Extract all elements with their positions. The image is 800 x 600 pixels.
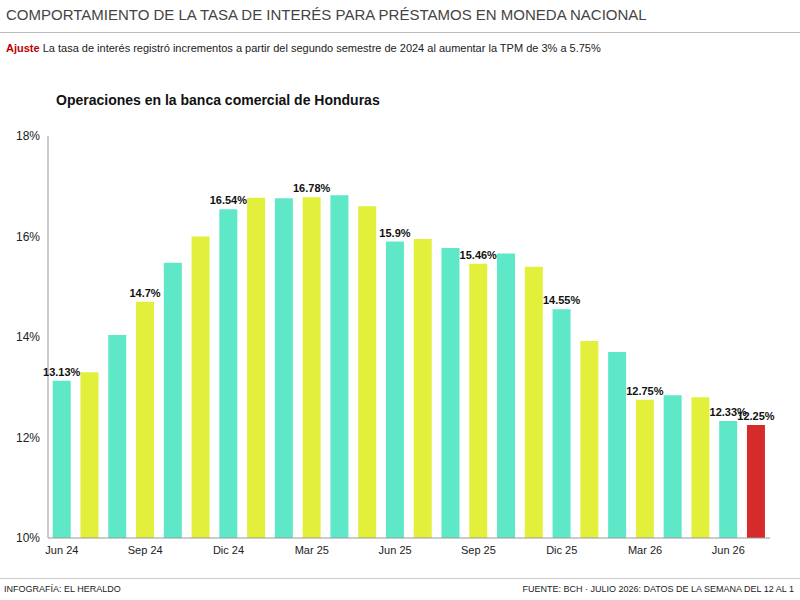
svg-text:12.75%: 12.75% bbox=[626, 385, 664, 397]
svg-text:Jun 25: Jun 25 bbox=[379, 544, 412, 556]
svg-text:15.9%: 15.9% bbox=[379, 227, 410, 239]
svg-text:15.46%: 15.46% bbox=[460, 249, 498, 261]
svg-text:18%: 18% bbox=[16, 129, 40, 143]
svg-text:10%: 10% bbox=[16, 531, 40, 545]
svg-text:14.55%: 14.55% bbox=[543, 294, 581, 306]
svg-text:13.13%: 13.13% bbox=[43, 366, 81, 378]
svg-text:Dic 25: Dic 25 bbox=[546, 544, 577, 556]
svg-text:14.7%: 14.7% bbox=[129, 287, 160, 299]
html-text:INFOGRAFÍA: EL HERALDO: INFOGRAFÍA: EL HERALDO bbox=[4, 584, 121, 594]
html-text:Operaciones en la banca comerc: Operaciones en la banca comercial de Hon… bbox=[56, 92, 380, 108]
svg-text:16%: 16% bbox=[16, 230, 40, 244]
svg-text:Mar 26: Mar 26 bbox=[628, 544, 662, 556]
svg-text:16.54%: 16.54% bbox=[210, 194, 248, 206]
svg-text:14%: 14% bbox=[16, 330, 40, 344]
svg-text:12.25%: 12.25% bbox=[737, 410, 775, 422]
svg-text:Jun 26: Jun 26 bbox=[712, 544, 745, 556]
svg-text:Jun 24: Jun 24 bbox=[45, 544, 78, 556]
svg-text:16.78%: 16.78% bbox=[293, 182, 331, 194]
svg-text:Mar 25: Mar 25 bbox=[295, 544, 329, 556]
html-text:FUENTE: BCH · JULIO 2026: DATO: FUENTE: BCH · JULIO 2026: DATOS DE LA SE… bbox=[522, 584, 794, 594]
svg-text:Sep 24: Sep 24 bbox=[128, 544, 163, 556]
svg-text:Dic 24: Dic 24 bbox=[213, 544, 244, 556]
svg-text:Sep 25: Sep 25 bbox=[461, 544, 496, 556]
svg-text:12.33%: 12.33% bbox=[709, 405, 747, 418]
html-text:Ajuste La tasa de interés regi: Ajuste La tasa de interés registró incre… bbox=[6, 42, 601, 54]
svg-text:12%: 12% bbox=[16, 431, 40, 445]
html-text:COMPORTAMIENTO DE LA TASA DE I: COMPORTAMIENTO DE LA TASA DE INTERÉS PAR… bbox=[6, 6, 647, 23]
